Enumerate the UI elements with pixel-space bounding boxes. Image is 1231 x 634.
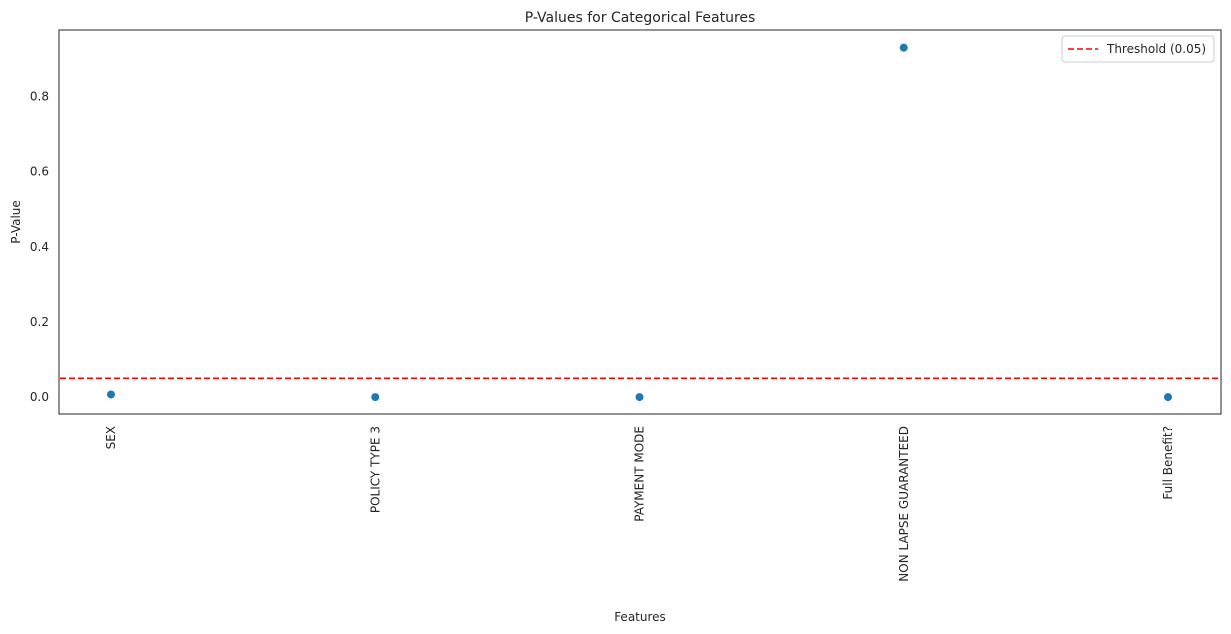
y-axis-ticks: 0.0 0.2 0.4 0.6 0.8 (30, 90, 49, 405)
y-tick-label: 0.6 (30, 165, 49, 179)
legend-box (1061, 35, 1215, 63)
x-tick-label: PAYMENT MODE (633, 426, 647, 522)
y-tick-label: 0.2 (30, 315, 49, 329)
data-points (107, 43, 1172, 402)
x-axis-ticks: SEX POLICY TYPE 3 PAYMENT MODE NON LAPSE GU… (104, 426, 1175, 582)
legend-threshold-label: Threshold (0.05) (1106, 42, 1206, 56)
y-tick-label: 0.8 (30, 90, 49, 104)
y-tick-label: 0.0 (30, 390, 49, 404)
y-axis-label: P-Value (9, 200, 23, 244)
legend: Threshold (0.05) (1061, 35, 1215, 63)
plot-area (58, 29, 1222, 415)
y-tick-label: 0.4 (30, 240, 49, 254)
chart-title: P-Values for Categorical Features (525, 10, 756, 26)
data-point (635, 393, 644, 402)
data-point (899, 43, 908, 52)
x-tick-label: POLICY TYPE 3 (368, 426, 382, 513)
x-tick-label: Full Benefit? (1161, 426, 1175, 500)
x-tick-label: NON LAPSE GUARANTEED (897, 426, 911, 582)
data-point (371, 393, 380, 402)
data-point (1164, 393, 1172, 402)
x-axis-label: Features (614, 610, 666, 624)
x-tick-label: SEX (104, 426, 118, 449)
data-point (107, 390, 115, 399)
